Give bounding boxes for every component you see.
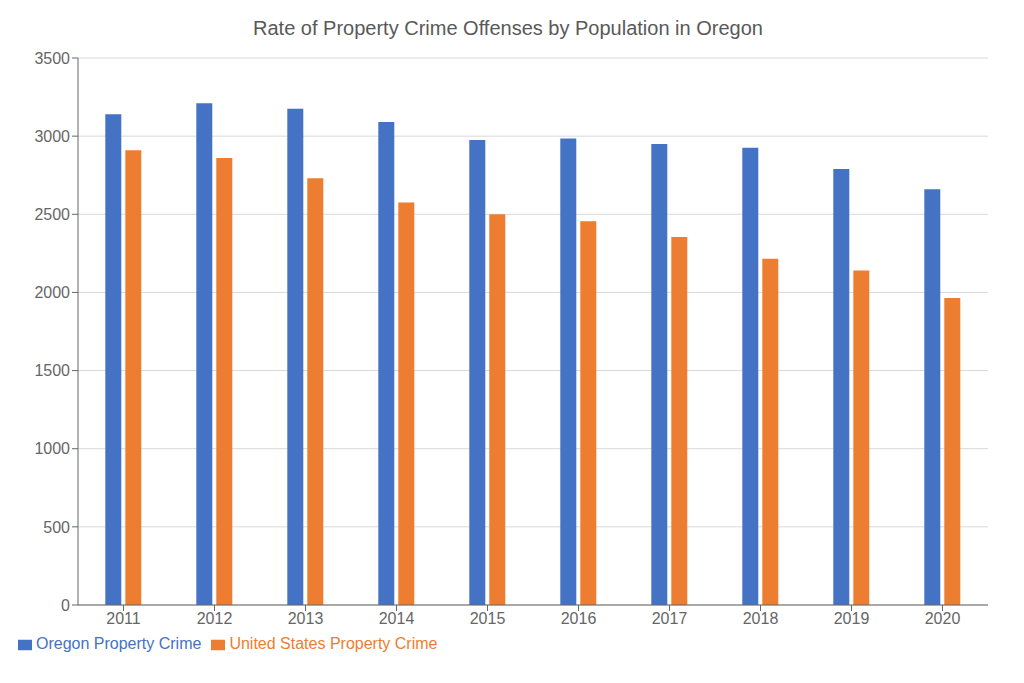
html-text:Rate of Property Crime Offense: Rate of Property Crime Offenses by Popul…: [253, 17, 763, 39]
svg-text:2000: 2000: [34, 284, 70, 301]
svg-text:2020: 2020: [925, 610, 961, 627]
svg-text:2016: 2016: [561, 610, 597, 627]
svg-text:2500: 2500: [34, 206, 70, 223]
svg-text:3000: 3000: [34, 128, 70, 145]
svg-text:2015: 2015: [470, 610, 506, 627]
svg-text:2018: 2018: [743, 610, 779, 627]
svg-text:2014: 2014: [379, 610, 415, 627]
svg-text:500: 500: [43, 519, 70, 536]
svg-text:2012: 2012: [197, 610, 233, 627]
svg-text:2017: 2017: [652, 610, 688, 627]
html-text:Oregon Property Crime: Oregon Property Crime: [36, 635, 202, 652]
svg-text:2019: 2019: [834, 610, 870, 627]
svg-text:3500: 3500: [34, 50, 70, 67]
html-text:United States Property Crime: United States Property Crime: [229, 635, 438, 652]
svg-text:2013: 2013: [288, 610, 324, 627]
svg-text:0: 0: [61, 597, 70, 614]
svg-text:1500: 1500: [34, 362, 70, 379]
svg-text:2011: 2011: [106, 610, 141, 627]
svg-text:1000: 1000: [34, 440, 70, 457]
